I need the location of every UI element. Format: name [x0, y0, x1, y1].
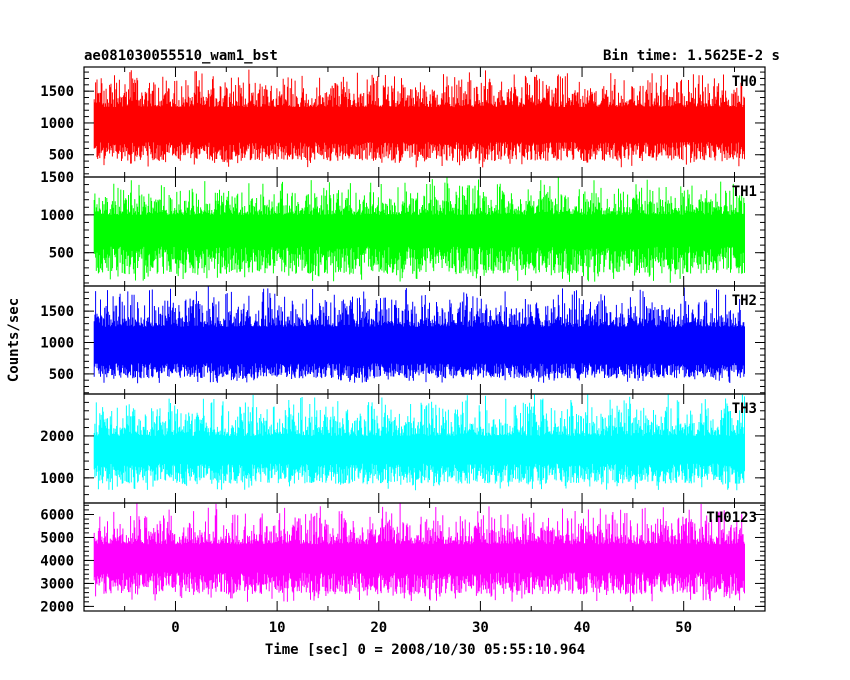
panel-th0: 500 1000 1500 TH0	[40, 66, 766, 178]
chart-subtitle: Bin time: 1.5625E-2 s	[603, 48, 780, 64]
y-tick-label: 1000	[40, 208, 74, 224]
y-tick-label: 500	[49, 148, 74, 164]
y-tick-label: 1500	[40, 84, 74, 100]
y-tick-label: 1000	[40, 116, 74, 132]
y-tick-label: 500	[49, 367, 74, 383]
y-tick-label: 4000	[40, 553, 74, 569]
x-tick-label: 20	[370, 620, 387, 636]
x-axis: 0 10 20 30 40 50	[171, 620, 692, 636]
y-tick-label: 5000	[40, 530, 74, 546]
x-tick-label: 0	[171, 620, 179, 636]
x-axis-label: Time [sec] 0 = 2008/10/30 05:55:10.964	[265, 642, 585, 658]
y-axis-label: Counts/sec	[6, 298, 22, 382]
y-tick-label: 1500	[40, 304, 74, 320]
x-tick-label: 50	[675, 620, 692, 636]
series-th0-line	[93, 69, 745, 168]
y-tick-label: 6000	[40, 507, 74, 523]
y-tick-label: 500	[49, 246, 74, 262]
y-tick-label: 1000	[40, 336, 74, 352]
y-tick-label: 2000	[40, 599, 74, 615]
panel-label-th3: TH3	[732, 401, 757, 417]
panel-frame	[83, 502, 766, 612]
panel-label-th1: TH1	[732, 184, 757, 200]
panel-th1: 500 1000 1500 TH1	[40, 170, 766, 287]
panels: 500 1000 1500 TH0 500 1000 1500 TH1 500 1000 1500 T…	[40, 66, 766, 615]
panel-th2: 500 1000 1500 TH2	[40, 285, 766, 395]
chart-title: ae081030055510_wam1_bst	[84, 48, 278, 64]
y-tick-label: 3000	[40, 576, 74, 592]
panel-label-th2: TH2	[732, 293, 757, 309]
x-tick-label: 40	[574, 620, 591, 636]
panel-th0123: 2000 3000 4000 5000 6000 TH0123	[40, 502, 766, 615]
y-tick-label: 1500	[40, 170, 74, 186]
y-tick-label: 1000	[40, 471, 74, 487]
panel-label-th0123: TH0123	[706, 510, 757, 526]
x-tick-label: 30	[472, 620, 489, 636]
series-th3-line	[93, 394, 745, 491]
panel-th3: 1000 2000 TH3	[40, 393, 766, 504]
series-th0123-line	[93, 503, 745, 602]
series-th1-line	[93, 177, 745, 283]
series-th2-line	[93, 286, 745, 384]
panel-label-th0: TH0	[732, 74, 757, 90]
x-tick-label: 10	[269, 620, 286, 636]
y-tick-label: 2000	[40, 429, 74, 445]
